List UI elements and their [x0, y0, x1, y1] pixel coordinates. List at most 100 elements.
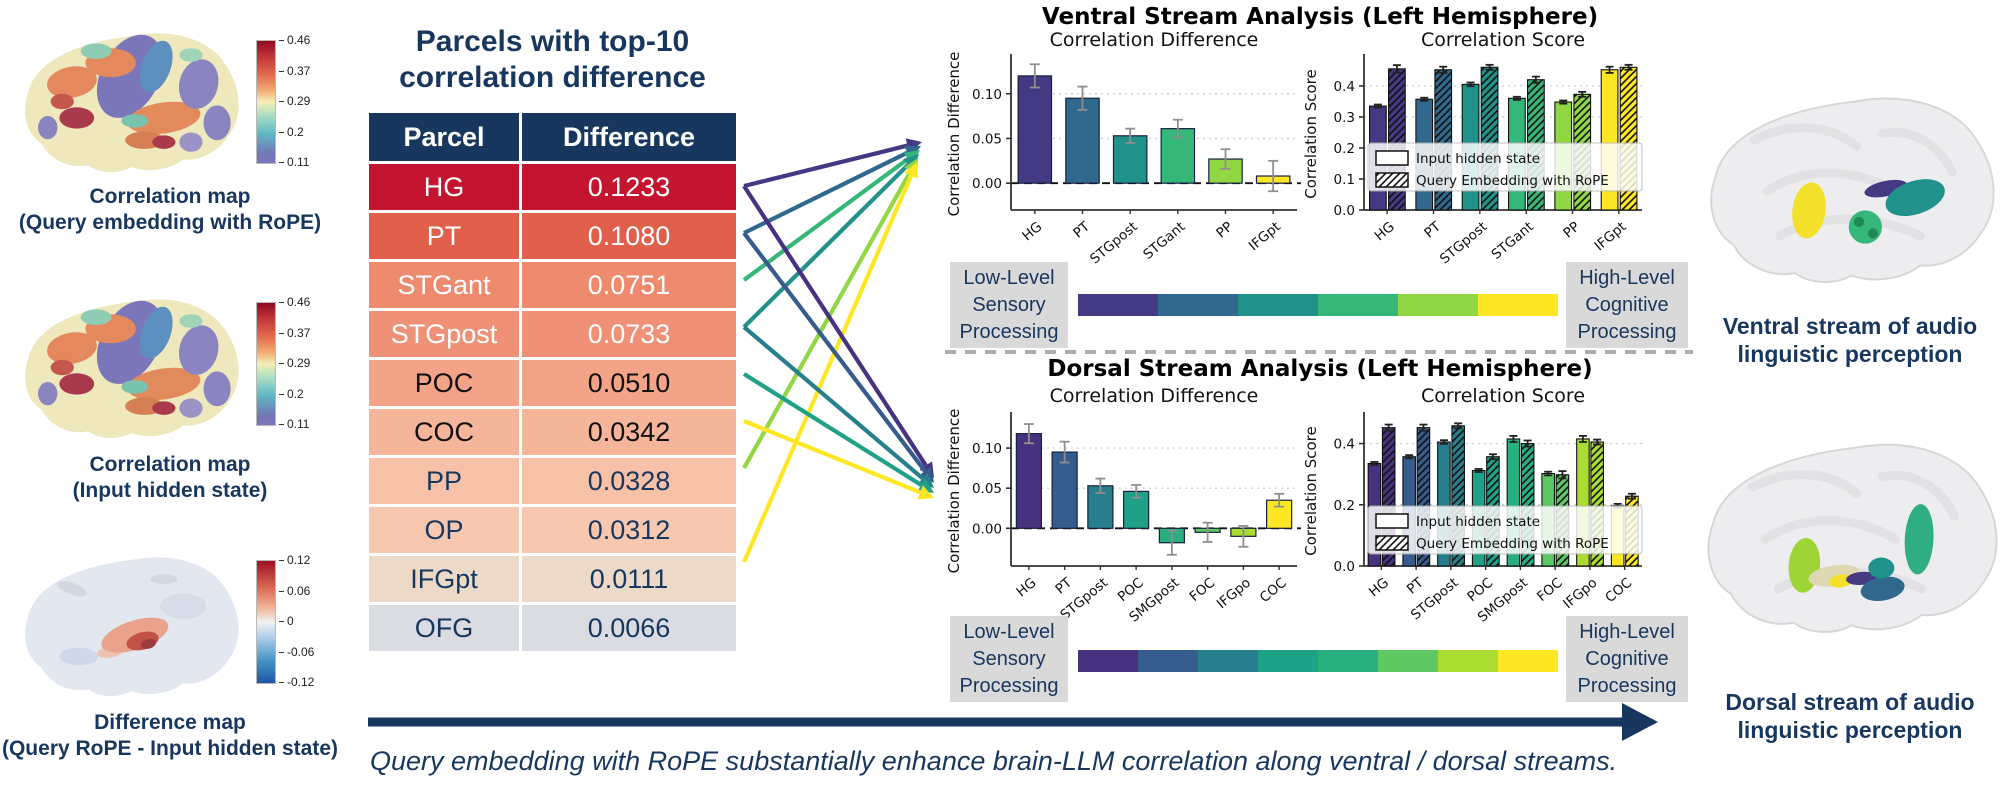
caption-line: Correlation map	[89, 185, 251, 208]
label-line: Processing	[959, 320, 1059, 343]
table-row: PP 0.0328	[369, 458, 736, 504]
label-line: High-Level	[1579, 620, 1675, 643]
table-header-row: Parcel Difference	[369, 113, 736, 161]
label-line: Cognitive	[1585, 293, 1669, 316]
arrow-head	[1622, 703, 1658, 741]
difference-cell: 0.0111	[522, 556, 736, 602]
high-level-label-ventral: High-Level Cognitive Processing	[1566, 262, 1688, 348]
arrow-head	[904, 145, 921, 160]
table-row: STGpost 0.0733	[369, 311, 736, 357]
dorsal-stream-caption: Dorsal stream of audio linguistic percep…	[1700, 688, 2000, 744]
x-tick-label: COC	[1602, 575, 1635, 606]
ventral-correlation-score-chart: Correlation Score 0.0 0.1 0.2 0.3 0.4 Correlat…	[1302, 26, 1654, 267]
y-tick-label: 0.1	[1334, 172, 1355, 188]
x-tick-label: PT	[1421, 218, 1444, 241]
colorbar-correlation-rope: 0.46 0.37 0.29 0.2 0.11	[256, 33, 326, 169]
x-tick-label: STGpost	[1087, 219, 1141, 264]
y-tick-label: 0.0	[1334, 559, 1355, 575]
difference-cell: 0.0510	[522, 360, 736, 406]
colorbar-tick-label: 0.11	[279, 155, 309, 169]
svg-text:Correlation Difference: Correlation Difference	[1050, 385, 1259, 407]
x-tick-label: STGant	[1140, 219, 1188, 263]
caption-line: (Input hidden state)	[72, 479, 268, 502]
legend-label: Query Embedding with RoPE	[1416, 173, 1609, 189]
colorbar-tick-label: 0.46	[279, 33, 310, 47]
map-caption-difference: Difference map (Query RoPE - Input hidde…	[0, 710, 340, 762]
dorsal-panel-title: Dorsal Stream Analysis (Left Hemisphere)	[1047, 356, 1593, 382]
label-line: Sensory	[972, 647, 1046, 670]
colorbar-gradient	[256, 302, 276, 426]
y-axis-label: Correlation Score	[1302, 69, 1320, 199]
ventral-gradient-bar	[1078, 294, 1558, 316]
label-line: Low-Level	[963, 620, 1055, 643]
colorbar-tick-label: 0	[279, 614, 294, 628]
colorbar-tick-label: 0.46	[279, 295, 310, 309]
colorbar-gradient	[256, 40, 276, 164]
parcel-cell: HG	[369, 164, 519, 210]
map-caption-input: Correlation map (Input hidden state)	[0, 452, 340, 504]
difference-cell: 0.1080	[522, 213, 736, 259]
y-axis-label: Correlation Difference	[945, 409, 963, 574]
ventral-stream-brain-image	[1703, 72, 1997, 304]
table-row: HG 0.1233	[369, 164, 736, 210]
y-tick-label: 0.4	[1334, 79, 1355, 95]
svg-text:Correlation Difference: Correlation Difference	[1050, 29, 1259, 51]
high-level-label-dorsal: High-Level Cognitive Processing	[1566, 616, 1688, 702]
legend-label: Input hidden state	[1416, 514, 1540, 530]
label-line: Processing	[959, 674, 1059, 697]
label-line: Cognitive	[1585, 647, 1669, 670]
colorbar-tick-label: -0.06	[279, 645, 314, 659]
label-line: Processing	[1577, 320, 1677, 343]
gradient-segment	[1258, 650, 1318, 672]
difference-cell: 0.1233	[522, 164, 736, 210]
colorbar-difference: 0.12 0.06 0 -0.06 -0.12	[256, 553, 326, 689]
y-tick-label: 0.10	[972, 87, 1002, 103]
label-line: Low-Level	[963, 266, 1055, 289]
y-tick-label: 0.2	[1334, 498, 1355, 514]
parcel-cell: PT	[369, 213, 519, 259]
bar-POC	[1123, 490, 1150, 529]
gradient-segment	[1078, 650, 1138, 672]
colorbar-correlation-input: 0.46 0.37 0.29 0.2 0.11	[256, 295, 326, 431]
x-tick-label: PP	[1560, 219, 1583, 242]
caption-line: linguistic perception	[1737, 341, 1963, 367]
x-tick-label: HG	[1013, 575, 1039, 601]
caption-line: Ventral stream of audio	[1722, 313, 1978, 339]
difference-cell: 0.0066	[522, 605, 736, 651]
dorsal-gradient-bar	[1078, 650, 1558, 672]
low-level-label-ventral: Low-Level Sensory Processing	[950, 262, 1068, 348]
gradient-segment	[1398, 294, 1478, 316]
x-tick-label: STGant	[1489, 219, 1537, 263]
table-row: COC 0.0342	[369, 409, 736, 455]
colorbar-tick-label: 0.11	[279, 417, 309, 431]
caption-line: Dorsal stream of audio	[1725, 689, 1975, 715]
colorbar-tick-label: 0.2	[279, 125, 304, 139]
colorbar-tick-label: -0.12	[279, 675, 314, 689]
arrow-head	[917, 472, 934, 488]
bar-COC	[1266, 499, 1293, 529]
arrow-head	[904, 158, 918, 175]
parcel-table: Parcel Difference HG 0.1233 PT 0.1080 STGant…	[366, 110, 739, 654]
gradient-segment	[1238, 294, 1318, 316]
gradient-segment	[1138, 650, 1198, 672]
x-tick-label: COC	[1257, 575, 1290, 606]
x-tick-label: STGpost	[1437, 219, 1491, 264]
dorsal-stream-brain-image	[1700, 396, 2000, 676]
parcel-cell: POC	[369, 360, 519, 406]
x-tick-label: IFGpo	[1214, 575, 1254, 612]
parcel-cell: OP	[369, 507, 519, 553]
parcel-cell: IFGpt	[369, 556, 519, 602]
colorbar-tick-label: 0.29	[279, 356, 310, 370]
y-tick-label: 0.00	[972, 176, 1002, 192]
difference-cell: 0.0342	[522, 409, 736, 455]
arrow-head	[918, 466, 934, 483]
y-tick-label: 0.05	[972, 131, 1002, 147]
x-tick-label: PT	[1070, 218, 1093, 241]
column-header-difference: Difference	[522, 113, 736, 161]
svg-text:Correlation Score: Correlation Score	[1421, 29, 1585, 51]
correlation-map-input-image	[14, 292, 246, 442]
y-axis-label: Correlation Difference	[945, 52, 963, 217]
y-axis-label: Correlation Score	[1302, 426, 1320, 556]
x-tick-label: PP	[1213, 219, 1236, 242]
table-row: IFGpt 0.0111	[369, 556, 736, 602]
